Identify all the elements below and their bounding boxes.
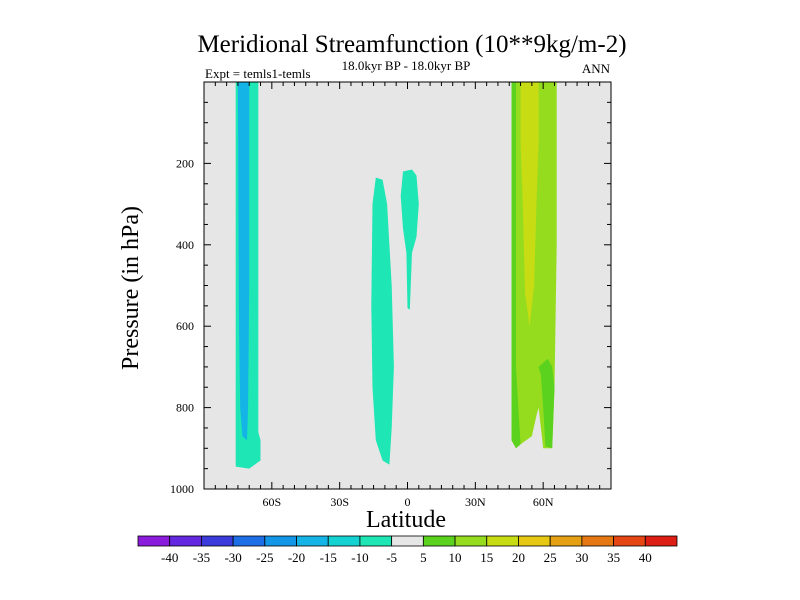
colorbar-label: -35 [193,550,210,565]
contour-north-polar-cell-core [520,82,539,327]
colorbar-swatch [549,535,583,547]
colorbar-label: 40 [639,550,652,565]
colorbar-swatch [359,535,393,547]
colorbar-swatch [518,535,551,547]
colorbar-label: 10 [449,550,462,565]
colorbar-swatch [613,535,646,547]
x-tick-label: 30S [330,495,349,509]
right-label: ANN [582,61,611,76]
colorbar-swatch [201,535,234,547]
colorbar-label: 20 [512,550,525,565]
plot-area [203,81,612,490]
colorbar-swatch [644,535,678,547]
colorbar-swatch [169,535,202,547]
colorbar-swatch [264,535,297,547]
colorbar-label: 5 [420,550,427,565]
x-tick-label: 60S [262,495,281,509]
contour-north-polar-cell-edge-2 [538,358,555,449]
colorbar-swatch [327,535,361,547]
colorbar-label: 15 [480,550,493,565]
colorbar-label: 30 [575,550,588,565]
colorbar-label: -40 [161,550,178,565]
x-axis: 60S 30S 0 30N 60N [203,82,612,509]
colorbar-swatch [391,535,424,547]
colorbar-label: -15 [320,550,337,565]
y-axis-label: Pressure (in hPa) [118,206,144,370]
y-tick-label: 600 [176,319,194,333]
colorbar-swatch [454,535,488,547]
y-tick-label: 200 [176,156,194,170]
colorbar-label: -20 [288,550,305,565]
y-tick-label: 1000 [170,482,194,496]
colorbar-label: -5 [386,550,397,565]
colorbar-label: 25 [544,550,557,565]
colorbar-swatch [137,535,171,547]
x-axis-label: Latitude [366,507,446,533]
x-tick-label: 0 [405,495,411,509]
colorbar-swatch [296,535,329,547]
contour-tropical-cell-south [371,177,394,465]
left-label: Expt = temls1-temls [205,66,311,81]
colorbar-label: 35 [607,550,620,565]
colorbar-label: -30 [224,550,241,565]
contour-north-polar-cell-edge [511,82,521,449]
colorbar-swatch [486,535,519,547]
colorbar: -40 -35 -30 -25 -20 -15 -10 -5 5 10 15 20 25 30 35 40 [137,535,678,565]
x-tick-label: 30N [465,495,486,509]
y-axis: 200 400 600 800 1000 [170,81,611,496]
chart-subtitle: 18.0kyr BP - 18.0kyr BP [342,58,471,73]
contour-south-polar-cell-core [237,82,250,441]
contour-tropical-cell-north [400,169,419,310]
colorbar-swatch [422,535,456,547]
colorbar-label: -25 [256,550,273,565]
chart-title: Meridional Streamfunction (10**9kg/m-2) [197,31,626,58]
x-tick-label: 60N [533,495,554,509]
y-tick-label: 800 [176,401,194,415]
colorbar-swatch [581,535,614,547]
y-tick-label: 400 [176,238,194,252]
colorbar-label: -10 [351,550,368,565]
colorbar-swatch [232,535,266,547]
